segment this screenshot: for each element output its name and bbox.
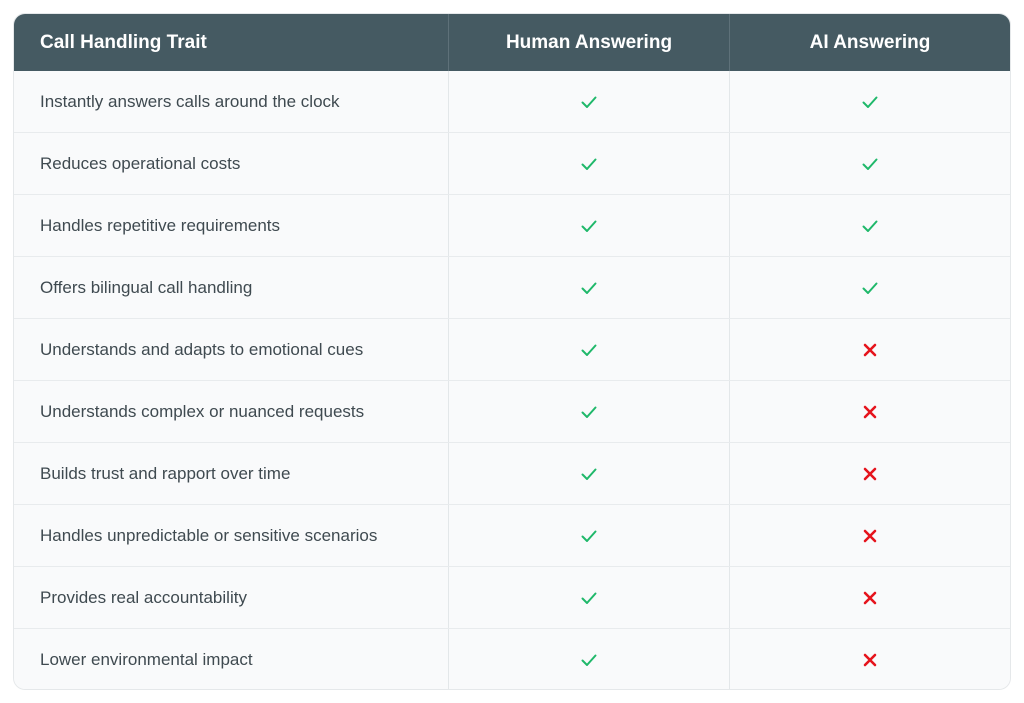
human-answering-cell — [448, 629, 729, 689]
human-answering-cell — [448, 505, 729, 566]
ai-answering-cell — [729, 71, 1010, 132]
table-row: Builds trust and rapport over time — [14, 442, 1010, 504]
trait-label: Offers bilingual call handling — [40, 277, 253, 297]
check-icon — [581, 654, 597, 666]
table-row: Instantly answers calls around the clock — [14, 71, 1010, 132]
trait-label: Builds trust and rapport over time — [40, 463, 291, 483]
human-answering-cell — [448, 319, 729, 380]
ai-answering-cell — [729, 567, 1010, 628]
ai-answering-cell — [729, 381, 1010, 442]
table-row: Provides real accountability — [14, 566, 1010, 628]
ai-answering-cell — [729, 443, 1010, 504]
trait-label: Understands complex or nuanced requests — [40, 401, 365, 421]
ai-answering-cell — [729, 195, 1010, 256]
check-icon — [862, 158, 878, 170]
human-answering-cell — [448, 133, 729, 194]
check-icon — [581, 282, 597, 294]
trait-label: Reduces operational costs — [40, 153, 241, 173]
table-row: Handles repetitive requirements — [14, 194, 1010, 256]
check-icon — [581, 468, 597, 480]
cross-icon — [863, 653, 877, 666]
header-ai-answering: AI Answering — [729, 14, 1010, 71]
table-row: Handles unpredictable or sensitive scena… — [14, 504, 1010, 566]
table-header: Call Handling Trait Human Answering AI A… — [14, 14, 1010, 71]
check-icon — [862, 282, 878, 294]
trait-label: Provides real accountability — [40, 587, 247, 607]
human-answering-cell — [448, 257, 729, 318]
ai-answering-cell — [729, 133, 1010, 194]
table-row: Reduces operational costs — [14, 132, 1010, 194]
check-icon — [862, 96, 878, 108]
ai-answering-cell — [729, 629, 1010, 689]
ai-answering-cell — [729, 319, 1010, 380]
trait-label: Handles unpredictable or sensitive scena… — [40, 525, 378, 545]
table-row: Understands complex or nuanced requests — [14, 380, 1010, 442]
check-icon — [862, 220, 878, 232]
ai-answering-cell — [729, 257, 1010, 318]
trait-label: Understands and adapts to emotional cues — [40, 339, 364, 359]
trait-label: Handles repetitive requirements — [40, 215, 281, 235]
table-row: Understands and adapts to emotional cues — [14, 318, 1010, 380]
human-answering-cell — [448, 443, 729, 504]
table-body: Instantly answers calls around the clock… — [14, 71, 1010, 689]
ai-answering-cell — [729, 505, 1010, 566]
cross-icon — [863, 405, 877, 418]
cross-icon — [863, 343, 877, 356]
check-icon — [581, 592, 597, 604]
check-icon — [581, 344, 597, 356]
table-row: Lower environmental impact — [14, 628, 1010, 689]
trait-label: Lower environmental impact — [40, 649, 253, 669]
check-icon — [581, 220, 597, 232]
human-answering-cell — [448, 195, 729, 256]
check-icon — [581, 530, 597, 542]
cross-icon — [863, 467, 877, 480]
human-answering-cell — [448, 381, 729, 442]
cross-icon — [863, 591, 877, 604]
check-icon — [581, 406, 597, 418]
header-trait: Call Handling Trait — [40, 31, 207, 53]
comparison-table: Call Handling Trait Human Answering AI A… — [13, 13, 1011, 690]
trait-label: Instantly answers calls around the clock — [40, 91, 340, 111]
cross-icon — [863, 529, 877, 542]
human-answering-cell — [448, 567, 729, 628]
human-answering-cell — [448, 71, 729, 132]
table-row: Offers bilingual call handling — [14, 256, 1010, 318]
check-icon — [581, 158, 597, 170]
check-icon — [581, 96, 597, 108]
header-human-answering: Human Answering — [448, 14, 729, 71]
